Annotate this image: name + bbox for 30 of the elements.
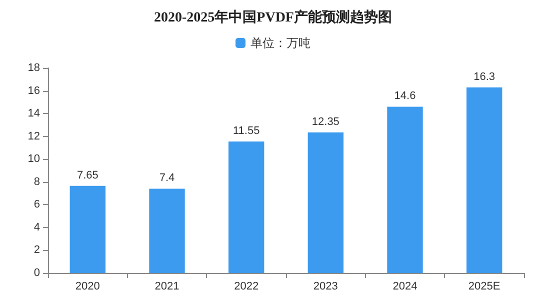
x-tick-label: 2023 — [313, 280, 338, 292]
y-tick-label: 16 — [28, 84, 40, 97]
y-tick-label: 8 — [34, 176, 40, 188]
y-tick-label: 4 — [34, 221, 40, 234]
data-label: 7.4 — [159, 172, 175, 184]
x-tick-label: 2025E — [468, 280, 500, 292]
x-tick-label: 2020 — [75, 280, 100, 292]
y-tick-label: 18 — [28, 62, 40, 74]
legend-label: 单位：万吨 — [250, 36, 310, 50]
y-tick-label: 10 — [28, 153, 40, 166]
bar — [308, 132, 344, 273]
bar — [149, 188, 185, 273]
y-tick-label: 6 — [34, 198, 40, 211]
bar — [228, 141, 264, 273]
x-tick-label: 2024 — [392, 280, 418, 292]
data-label: 16.3 — [474, 70, 496, 83]
chart-title: 2020-2025年中国PVDF产能预测趋势图 — [154, 8, 392, 26]
x-tick-label: 2022 — [234, 280, 259, 292]
y-tick-label: 0 — [34, 267, 40, 279]
bar — [70, 186, 106, 273]
bar — [466, 87, 502, 273]
y-tick-label: 14 — [28, 108, 40, 120]
y-tick-label: 2 — [34, 244, 40, 256]
data-label: 7.65 — [76, 169, 98, 182]
y-tick-label: 12 — [28, 130, 40, 142]
x-tick-label: 2021 — [154, 280, 180, 292]
data-label: 12.35 — [312, 116, 340, 128]
data-label: 14.6 — [394, 90, 416, 102]
data-label: 11.55 — [232, 124, 260, 137]
bar — [387, 106, 423, 273]
